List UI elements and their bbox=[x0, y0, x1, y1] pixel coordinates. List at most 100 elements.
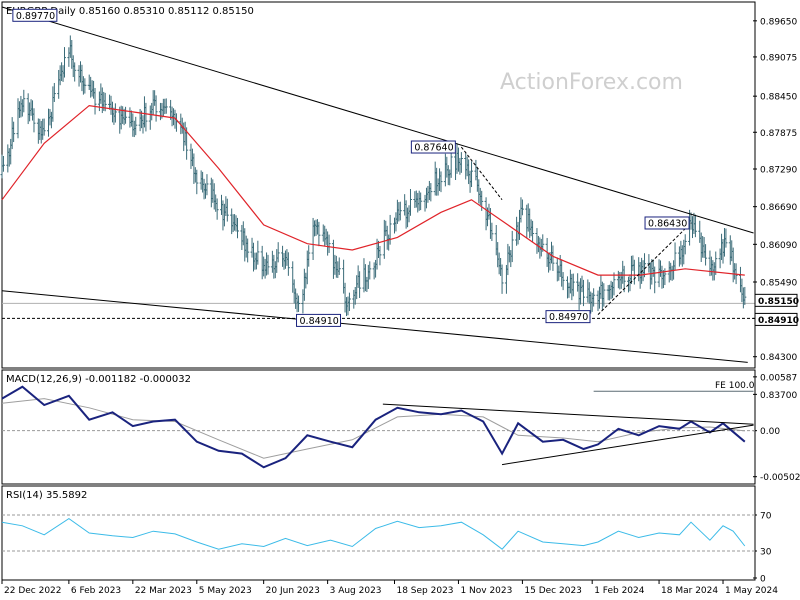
rsi-title: RSI(14) 35.5892 bbox=[6, 490, 87, 501]
ohlc-bar bbox=[500, 264, 504, 294]
ohlc-bar bbox=[693, 214, 697, 238]
ohlc-bar bbox=[63, 47, 67, 78]
macd-y-tick-label: -0.005021 bbox=[760, 473, 800, 483]
ohlc-bar bbox=[724, 228, 728, 248]
x-tick-label: 1 May 2024 bbox=[725, 586, 778, 596]
ohlc-bar bbox=[195, 169, 199, 195]
price-y-tick-label: 0.85490 bbox=[760, 278, 797, 288]
macd-y-tick-label: 0.00 bbox=[760, 427, 780, 437]
ohlc-bar bbox=[643, 253, 647, 278]
panel-frame bbox=[1, 369, 756, 485]
x-tick-label: 18 Mar 2024 bbox=[661, 586, 718, 596]
ohlc-bar bbox=[42, 118, 46, 136]
price-label-text: 0.87640 bbox=[414, 143, 453, 154]
ohlc-bars bbox=[0, 35, 747, 317]
price-badge-box bbox=[754, 293, 798, 307]
x-tick-label: 3 Aug 2023 bbox=[330, 586, 382, 596]
price-label-text: 0.89770 bbox=[16, 11, 55, 22]
ohlc-bar bbox=[490, 222, 494, 241]
ohlc-bar bbox=[235, 217, 239, 239]
ohlc-bar bbox=[419, 192, 423, 211]
price-label: 0.87640 bbox=[410, 140, 456, 154]
rsi-y-tick-label: 0 bbox=[760, 575, 766, 585]
ohlc-bar bbox=[429, 183, 433, 202]
upper-trendline bbox=[1, 6, 754, 234]
ohlc-bar bbox=[459, 152, 463, 173]
price-label: 0.84970 bbox=[545, 310, 591, 324]
ohlc-bar bbox=[337, 257, 341, 275]
macd-trendline bbox=[382, 403, 754, 425]
ohlc-bar bbox=[164, 98, 168, 114]
ohlc-bar bbox=[144, 102, 148, 132]
ohlc-bar bbox=[704, 244, 708, 266]
x-tick-label: 1 Feb 2024 bbox=[594, 586, 645, 596]
price-title: EURGBP,Daily 0.85160 0.85310 0.85112 0.8… bbox=[6, 6, 254, 17]
ohlc-bar bbox=[622, 265, 626, 293]
price-y-tick-label: 0.86690 bbox=[760, 203, 797, 213]
macd-trendline bbox=[501, 424, 754, 466]
price-panel: ActionForex.com EURGBP,Daily 0.85160 0.85… bbox=[0, 6, 799, 401]
ohlc-bar bbox=[683, 234, 687, 255]
projection-trendline bbox=[597, 222, 692, 315]
price-label: 0.84910 bbox=[296, 313, 342, 327]
price-label-text: 0.84970 bbox=[549, 312, 588, 323]
projection-trendline bbox=[460, 146, 503, 201]
ohlc-bar bbox=[571, 273, 575, 297]
x-tick-label: 18 Sep 2023 bbox=[396, 586, 453, 596]
ohlc-bar bbox=[22, 89, 26, 113]
ohlc-bar bbox=[602, 283, 606, 307]
moving-average-line bbox=[1, 104, 745, 276]
ohlc-bar bbox=[743, 286, 747, 305]
ohlc-bar bbox=[317, 221, 321, 247]
macd-panel: MACD(12,26,9) -0.001182 -0.000032 0.00587… bbox=[1, 373, 800, 483]
price-label-text: 0.84910 bbox=[300, 316, 339, 327]
x-tick-label: 15 Dec 2023 bbox=[524, 586, 582, 596]
price-label-box bbox=[410, 140, 456, 154]
watermark: ActionForex.com bbox=[500, 70, 683, 95]
ohlc-bar bbox=[551, 245, 555, 271]
price-y-tick-label: 0.87875 bbox=[760, 129, 797, 139]
ohlc-bar bbox=[154, 95, 158, 122]
x-axis: 22 Dec 2022 6 Feb 2023 22 Mar 2023 5 May 20… bbox=[1, 580, 778, 596]
x-tick-label: 22 Dec 2022 bbox=[4, 586, 62, 596]
macd-title: MACD(12,26,9) -0.001182 -0.000032 bbox=[6, 374, 191, 385]
ohlc-bar bbox=[276, 242, 280, 263]
price-badge-box bbox=[754, 312, 798, 326]
price-y-tick-label: 0.88450 bbox=[760, 93, 797, 103]
panel-frame bbox=[1, 485, 756, 581]
rsi-y-tick-label: 70 bbox=[760, 512, 772, 522]
current-price-badge: 0.85150 bbox=[754, 293, 799, 307]
panel-frame bbox=[1, 1, 756, 369]
price-label: 0.89770 bbox=[12, 8, 58, 22]
price-label-box bbox=[644, 216, 690, 230]
price-badge-text: 0.85150 bbox=[758, 297, 799, 307]
ohlc-bar bbox=[408, 189, 412, 216]
price-label-text: 0.86430 bbox=[648, 218, 687, 229]
price-label: 0.86430 bbox=[644, 216, 690, 230]
x-tick-label: 6 Feb 2023 bbox=[71, 586, 121, 596]
rsi-panel: RSI(14) 35.5892 70 30 0 bbox=[1, 490, 772, 585]
ohlc-bar bbox=[347, 292, 351, 312]
price-y-tick-label: 0.89650 bbox=[760, 17, 797, 27]
x-tick-label: 20 Jun 2023 bbox=[266, 586, 320, 596]
ohlc-bar bbox=[307, 245, 311, 267]
macd-line bbox=[1, 385, 746, 469]
ohlc-bar bbox=[398, 201, 402, 221]
ohlc-bar bbox=[1, 155, 5, 172]
ohlc-bar bbox=[185, 127, 189, 160]
ohlc-bar bbox=[32, 108, 36, 133]
ohlc-bar bbox=[266, 254, 270, 275]
x-tick-label: 1 Nov 2023 bbox=[460, 586, 512, 596]
ohlc-bar bbox=[205, 174, 209, 196]
ohlc-bar bbox=[520, 199, 524, 216]
x-tick-label: 5 May 2023 bbox=[199, 586, 252, 596]
ohlc-bar bbox=[113, 103, 117, 123]
ohlc-bar bbox=[368, 261, 372, 280]
price-y-tick-label: 0.83700 bbox=[760, 391, 797, 401]
ohlc-bar bbox=[612, 272, 616, 296]
price-badge-text: 0.84910 bbox=[758, 316, 799, 326]
ohlc-bar bbox=[124, 106, 128, 124]
ohlc-bar bbox=[256, 240, 260, 265]
rsi-y-tick-label: 30 bbox=[760, 548, 772, 558]
